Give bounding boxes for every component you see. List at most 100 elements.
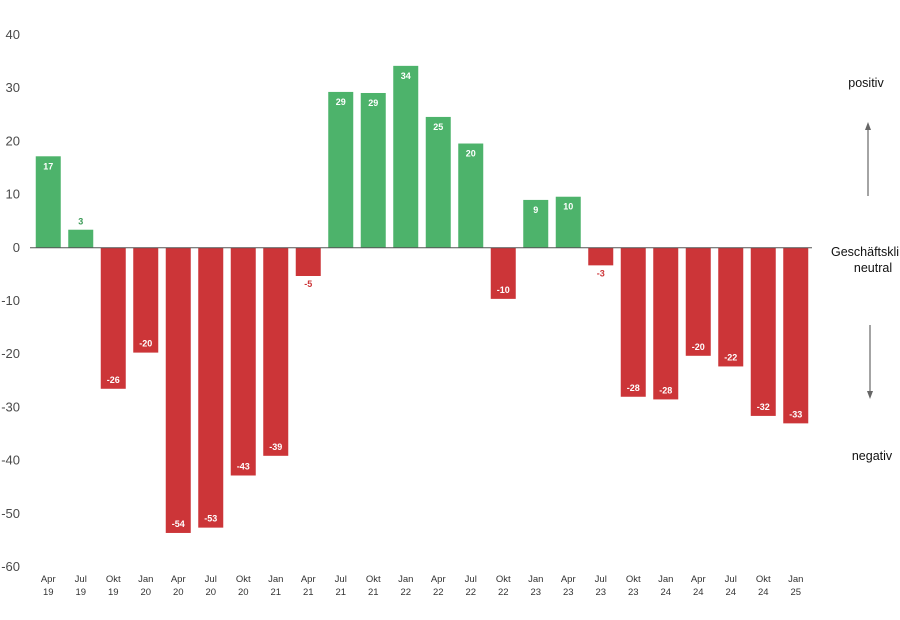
bar: [133, 247, 159, 353]
y-tick-label: 20: [6, 133, 20, 148]
x-tick-label-year: 23: [595, 587, 606, 598]
x-tick-label-year: 20: [173, 587, 184, 598]
x-tick-label: Jan: [658, 574, 673, 585]
x-tick-label: Apr: [171, 574, 186, 585]
y-tick-label: -20: [1, 346, 20, 361]
x-tick-label: Jan: [398, 574, 413, 585]
neutral-annotation-line2: neutral: [854, 261, 892, 275]
x-tick-label-year: 22: [433, 587, 444, 598]
x-tick-label: Jan: [528, 574, 543, 585]
bar: [100, 247, 126, 389]
x-tick-label: Jul: [595, 574, 607, 585]
bar: [263, 247, 289, 456]
y-tick-label: 10: [6, 187, 20, 202]
bar: [198, 247, 224, 528]
bar: [490, 247, 516, 299]
data-label: -33: [789, 409, 802, 419]
x-tick-label-year: 20: [205, 587, 216, 598]
x-tick-label: Okt: [756, 574, 771, 585]
data-label: -28: [627, 383, 640, 393]
data-label: -10: [497, 285, 510, 295]
bar: [783, 247, 809, 424]
neutral-annotation-line1: Geschäftsklima: [831, 245, 900, 259]
x-tick-label: Okt: [626, 574, 641, 585]
x-tick-label-year: 23: [563, 587, 574, 598]
negative-annotation: negativ: [852, 449, 893, 463]
positive-annotation: positiv: [848, 76, 884, 90]
x-tick-label: Jan: [788, 574, 803, 585]
bar: [555, 196, 581, 248]
bar: [750, 247, 776, 416]
data-label: 3: [78, 217, 83, 227]
x-tick-label-year: 21: [335, 587, 346, 598]
x-tick-label-year: 21: [303, 587, 314, 598]
bar: [685, 247, 711, 356]
bar: [393, 65, 419, 248]
data-label: 20: [466, 149, 476, 159]
y-tick-label: 30: [6, 80, 20, 95]
x-tick-label: Apr: [691, 574, 706, 585]
bar: [588, 247, 614, 266]
bar: [35, 156, 61, 248]
x-tick-label: Apr: [431, 574, 446, 585]
x-tick-label: Jul: [465, 574, 477, 585]
x-tick-label-year: 24: [693, 587, 704, 598]
bar: [620, 247, 646, 397]
x-tick-label: Jul: [75, 574, 87, 585]
data-label: -20: [692, 342, 705, 352]
x-tick-label: Okt: [496, 574, 511, 585]
x-tick-label-year: 22: [465, 587, 476, 598]
bar: [360, 92, 386, 248]
y-tick-label: -50: [1, 506, 20, 521]
bar: [458, 143, 484, 248]
data-label: 10: [563, 202, 573, 212]
x-tick-label: Okt: [366, 574, 381, 585]
data-label: -54: [172, 519, 185, 529]
data-label: 29: [368, 98, 378, 108]
y-tick-label: 0: [13, 240, 20, 255]
y-tick-label: 40: [6, 27, 20, 42]
data-label: -39: [269, 442, 282, 452]
bar: [230, 247, 256, 476]
x-tick-label-year: 19: [43, 587, 54, 598]
x-tick-label-year: 24: [725, 587, 736, 598]
x-tick-label-year: 19: [75, 587, 86, 598]
down-arrow-head-icon: [867, 391, 873, 399]
x-tick-label: Jul: [725, 574, 737, 585]
data-label: -53: [204, 514, 217, 524]
data-label: 9: [533, 205, 538, 215]
data-label: -3: [597, 268, 605, 278]
bar: [328, 91, 354, 248]
data-label: 34: [401, 71, 411, 81]
x-tick-label-year: 20: [140, 587, 151, 598]
data-label: 17: [43, 161, 53, 171]
y-tick-label: -60: [1, 559, 20, 574]
x-tick-label: Jan: [268, 574, 283, 585]
data-label: -43: [237, 461, 250, 471]
data-label: -22: [724, 352, 737, 362]
x-tick-label-year: 22: [400, 587, 411, 598]
y-axis: 40 30 20 10 0 -10 -20 -30 -40 -50 -60: [1, 27, 20, 574]
data-label: -5: [304, 279, 312, 289]
data-label: 29: [336, 97, 346, 107]
bar: [653, 247, 679, 400]
x-tick-label-year: 24: [660, 587, 671, 598]
x-tick-label: Jul: [335, 574, 347, 585]
x-tick-label-year: 21: [270, 587, 281, 598]
bar: [523, 199, 549, 248]
x-tick-label: Apr: [561, 574, 576, 585]
data-label: -32: [757, 402, 770, 412]
y-tick-label: -40: [1, 453, 20, 468]
x-tick-label-year: 20: [238, 587, 249, 598]
bars: 17 3 -26 -20 -54 -53 -43 -39 -5 29 29 34 25 20 -10 9 10 -…: [35, 65, 809, 533]
up-arrow-head-icon: [865, 122, 871, 130]
bar: [68, 229, 94, 248]
y-tick-label: -30: [1, 399, 20, 414]
data-label: -28: [659, 385, 672, 395]
x-tick-label-year: 23: [530, 587, 541, 598]
sentiment-annotations: positiv Geschäftsklima neutral negativ: [831, 76, 900, 463]
bar: [718, 247, 744, 367]
data-label: 25: [433, 122, 443, 132]
x-tick-label-year: 23: [628, 587, 639, 598]
